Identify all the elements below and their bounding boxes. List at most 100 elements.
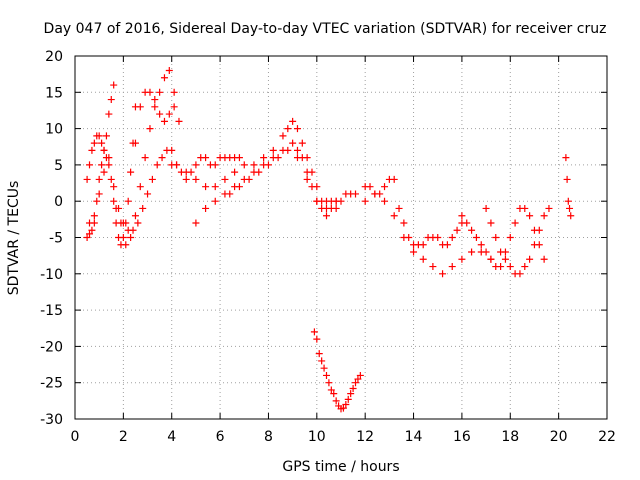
data-point-arc-n (540, 212, 548, 220)
data-point-arc-f (235, 154, 243, 162)
data-point-arc-n (530, 241, 538, 249)
y-tick-label: 20 (45, 49, 63, 65)
data-point-arc-j (356, 371, 364, 379)
data-point-arc-a (102, 132, 110, 140)
data-point-arc-k (366, 183, 374, 191)
data-point-arc-h (192, 219, 200, 227)
data-point-arc-m (506, 234, 514, 241)
data-point-arc-j (318, 357, 326, 365)
data-point-arc-m (497, 263, 505, 271)
data-point-arc-c (134, 219, 142, 227)
x-tick-label: 10 (308, 429, 326, 445)
data-point-arc-b (105, 161, 113, 169)
data-point-arc-c (148, 175, 156, 183)
data-point-arc-k (448, 234, 456, 241)
data-point-arc-g (231, 168, 239, 176)
data-point-arc-i (264, 161, 272, 169)
data-point-arc-k (443, 241, 451, 249)
data-point-arc-l (468, 248, 476, 256)
data-point-arc-g (250, 161, 258, 169)
data-point-arc-d (160, 74, 168, 82)
data-point-arc-d (131, 212, 139, 220)
y-tick-label: -20 (40, 339, 63, 355)
data-point-arc-m (458, 212, 466, 220)
data-point-arc-f (211, 161, 219, 169)
data-point-arc-i (284, 146, 292, 154)
data-point-arc-j (327, 386, 335, 394)
x-tick-label: 0 (71, 429, 80, 445)
data-point-arc-i (322, 212, 330, 220)
data-point-arc-d (117, 219, 125, 227)
data-point-arc-d (151, 103, 159, 111)
data-point-arc-l (419, 255, 427, 263)
data-point-arc-n (516, 270, 524, 278)
y-tick-label: -15 (40, 303, 63, 319)
data-point-arc-h (289, 139, 297, 147)
data-point-arc-n (506, 263, 514, 271)
data-point-arc-j (349, 385, 357, 393)
data-point-arc-g (269, 146, 277, 154)
data-point-arc-b (90, 139, 98, 147)
data-point-arc-j (342, 400, 350, 408)
data-point-arc-c (105, 154, 113, 162)
y-tick-label: -10 (40, 267, 63, 283)
data-point-arc-b (124, 197, 132, 205)
data-point-arc-e (170, 103, 178, 111)
data-point-arc-f (168, 146, 176, 154)
data-point-arc-i (303, 175, 311, 183)
data-point-arc-o (567, 212, 575, 220)
x-axis-label: GPS time / hours (282, 459, 399, 475)
y-tick-label: 10 (45, 122, 63, 138)
data-point-arc-j (310, 328, 318, 336)
data-point-arc-e (175, 117, 183, 125)
data-point-arc-m (472, 234, 480, 241)
data-point-arc-b (119, 234, 127, 241)
data-point-arc-n (482, 204, 490, 212)
y-axis-label: SDTVAR / TECUs (6, 181, 22, 296)
data-point-arc-i (293, 154, 301, 162)
data-point-arc-k (419, 241, 427, 249)
data-point-arc-a (93, 197, 101, 205)
data-point-arc-a (95, 175, 103, 183)
y-tick-label: -5 (49, 231, 63, 247)
data-point-arc-m (487, 255, 495, 263)
data-point-arc-l (448, 263, 456, 271)
x-tick-label: 6 (216, 429, 225, 445)
data-point-arc-g (260, 154, 268, 162)
data-point-arc-d (146, 125, 154, 133)
y-tick-label: -30 (40, 412, 63, 428)
data-point-arc-a (83, 234, 91, 241)
data-point-arc-a (98, 161, 106, 169)
data-point-arc-l (361, 197, 369, 205)
data-point-arc-c (139, 204, 147, 212)
data-point-arc-e (131, 139, 139, 147)
data-point-arc-k (453, 226, 461, 234)
data-point-arc-j (325, 379, 333, 387)
data-point-arc-j (313, 335, 321, 343)
data-point-arc-i (255, 168, 263, 176)
data-point-arc-e (160, 117, 168, 125)
data-point-arc-g (211, 183, 219, 191)
data-point-arc-g (279, 132, 287, 140)
data-point-arc-i (274, 154, 282, 162)
data-point-arc-e (136, 103, 144, 111)
data-point-arc-o (563, 175, 571, 183)
data-point-arc-a (105, 110, 113, 118)
data-point-arc-h (293, 146, 301, 154)
data-point-arc-o (564, 197, 572, 205)
x-tick-label: 8 (264, 429, 273, 445)
data-point-arc-l (390, 212, 398, 220)
data-point-arc-l (410, 248, 418, 256)
data-point-arc-g (173, 161, 181, 169)
data-point-arc-l (381, 197, 389, 205)
data-point-arc-k (400, 219, 408, 227)
data-point-arc-d (156, 88, 164, 96)
data-points (83, 67, 575, 413)
data-point-arc-e (156, 110, 164, 118)
data-point-arc-j (339, 404, 347, 412)
data-point-arc-n (521, 263, 529, 271)
data-point-arc-c (158, 154, 166, 162)
data-point-arc-d (127, 234, 135, 241)
data-point-arc-m (540, 255, 548, 263)
data-point-arc-h (211, 197, 219, 205)
